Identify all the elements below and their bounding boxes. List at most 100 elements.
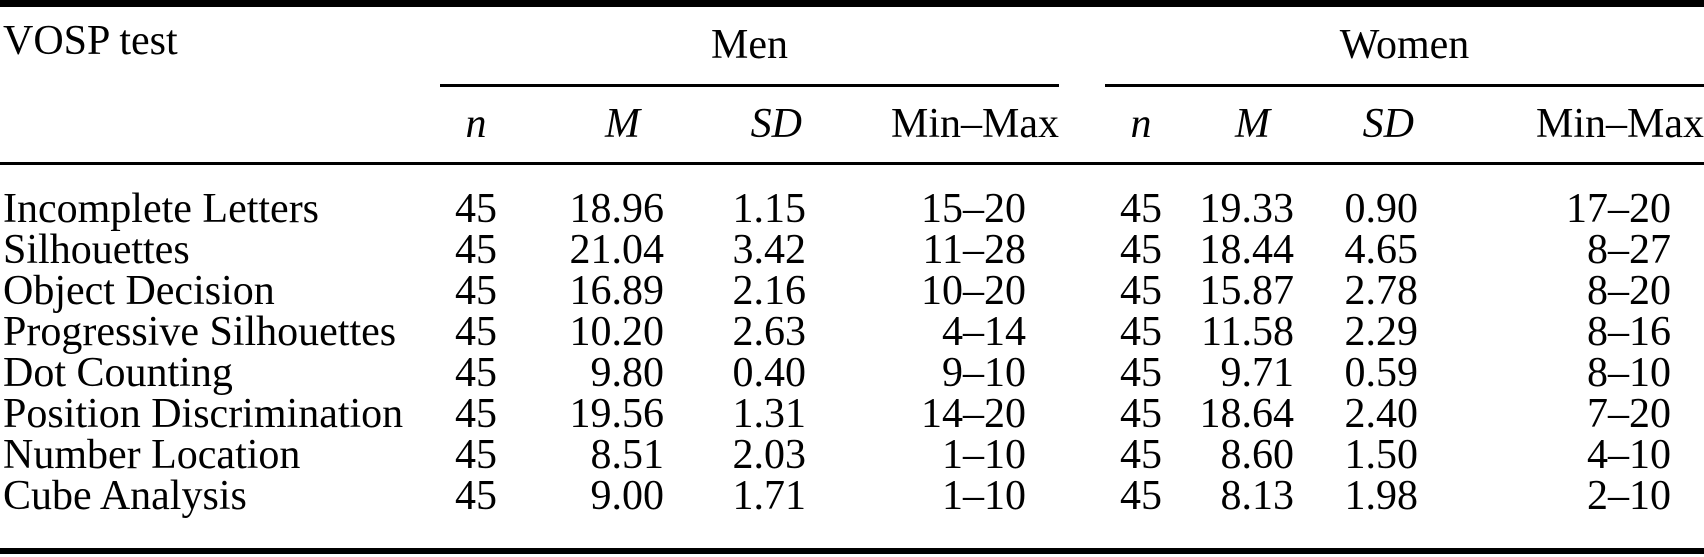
sub-header-blank <box>0 87 440 162</box>
cell-women-sd: 4.65 <box>1344 227 1419 273</box>
cell-women-minmax: 8–16 <box>1587 309 1671 355</box>
table-body: Incomplete Letters 45 18.96 1.15 15–20 45 19.3… <box>0 186 1704 519</box>
cell-test-name: Progressive Silhouettes <box>3 309 397 355</box>
cell-men-mean: 10.20 <box>569 309 665 355</box>
cell-women-mean: 8.13 <box>1220 473 1295 519</box>
cell-men-mean: 16.89 <box>569 268 665 314</box>
cell-women-n: 45 <box>1120 432 1162 478</box>
cell-men-sd: 1.71 <box>732 473 807 519</box>
cell-men-minmax: 14–20 <box>921 391 1026 437</box>
cell-men-minmax: 11–28 <box>922 227 1026 273</box>
column-gap <box>1059 394 1105 435</box>
group-header-men: Men <box>440 7 1059 87</box>
sub-header-row: n M SD Min–Max n M SD Min–Max <box>0 87 1704 165</box>
cell-men-n: 45 <box>455 227 497 273</box>
group-header-women: Women <box>1105 7 1704 87</box>
cell-men-mean: 21.04 <box>569 227 665 273</box>
cell-women-minmax: 2–10 <box>1587 473 1671 519</box>
cell-women-sd: 2.29 <box>1344 309 1419 355</box>
cell-women-minmax: 8–10 <box>1587 350 1671 396</box>
cell-women-minmax: 8–27 <box>1587 227 1671 273</box>
cell-men-sd: 2.16 <box>732 268 807 314</box>
cell-test-name: Object Decision <box>3 268 275 314</box>
column-gap <box>1059 189 1105 230</box>
header-men-n: n <box>465 101 487 147</box>
cell-test-name: Number Location <box>3 432 301 478</box>
cell-men-sd: 1.31 <box>732 391 807 437</box>
table-row: Object Decision 45 16.89 2.16 10–20 45 15.87 2.… <box>0 268 1704 314</box>
cell-men-n: 45 <box>455 391 497 437</box>
table-row: Dot Counting 45 9.80 0.40 9–10 45 9.71 0.59 8–10 <box>0 350 1704 396</box>
table-row: Incomplete Letters 45 18.96 1.15 15–20 45 19.3… <box>0 186 1704 232</box>
cell-men-minmax: 15–20 <box>921 186 1026 232</box>
cell-women-n: 45 <box>1120 227 1162 273</box>
column-gap <box>1059 353 1105 394</box>
cell-men-minmax: 10–20 <box>921 268 1026 314</box>
cell-men-minmax: 1–10 <box>942 473 1026 519</box>
cell-test-name: Dot Counting <box>3 350 233 396</box>
cell-men-n: 45 <box>455 186 497 232</box>
cell-women-mean: 18.44 <box>1199 227 1295 273</box>
cell-women-mean: 11.58 <box>1201 309 1294 355</box>
cell-men-minmax: 4–14 <box>942 309 1026 355</box>
cell-men-n: 45 <box>455 432 497 478</box>
cell-women-n: 45 <box>1120 473 1162 519</box>
cell-test-name: Position Discrimination <box>3 391 404 437</box>
cell-men-mean: 9.00 <box>590 473 665 519</box>
cell-men-n: 45 <box>455 309 497 355</box>
header-men-minmax: Min–Max <box>891 101 1059 147</box>
cell-women-n: 45 <box>1120 309 1162 355</box>
cell-women-mean: 19.33 <box>1199 186 1295 232</box>
cell-men-sd: 3.42 <box>732 227 807 273</box>
cell-women-sd: 1.98 <box>1344 473 1419 519</box>
cell-women-mean: 8.60 <box>1220 432 1295 478</box>
cell-men-sd: 2.63 <box>732 309 807 355</box>
cell-women-n: 45 <box>1120 268 1162 314</box>
column-gap <box>1059 271 1105 312</box>
header-women-mean: M <box>1235 101 1270 147</box>
column-gap <box>1059 435 1105 476</box>
cell-women-sd: 2.78 <box>1344 268 1419 314</box>
cell-men-mean: 9.80 <box>590 350 665 396</box>
cell-men-mean: 19.56 <box>569 391 665 437</box>
group-header-row: VOSP test Men Women <box>0 7 1704 87</box>
table-row: Progressive Silhouettes 45 10.20 2.63 4–14 45… <box>0 309 1704 355</box>
cell-men-minmax: 1–10 <box>942 432 1026 478</box>
cell-men-n: 45 <box>455 268 497 314</box>
cell-men-sd: 1.15 <box>732 186 807 232</box>
cell-women-sd: 0.59 <box>1344 350 1419 396</box>
header-women-n: n <box>1130 101 1152 147</box>
cell-test-name: Silhouettes <box>3 227 190 273</box>
cell-men-sd: 2.03 <box>732 432 807 478</box>
cell-men-n: 45 <box>455 350 497 396</box>
header-women-minmax: Min–Max <box>1536 101 1704 147</box>
cell-men-minmax: 9–10 <box>942 350 1026 396</box>
cell-women-mean: 18.64 <box>1199 391 1295 437</box>
corner-header-vosp-test: VOSP test <box>3 18 178 64</box>
cell-women-minmax: 17–20 <box>1566 186 1671 232</box>
column-gap <box>1059 230 1105 271</box>
cell-women-mean: 15.87 <box>1199 268 1295 314</box>
column-gap <box>1059 476 1105 517</box>
cell-women-minmax: 8–20 <box>1587 268 1671 314</box>
cell-men-mean: 8.51 <box>590 432 665 478</box>
cell-women-minmax: 4–10 <box>1587 432 1671 478</box>
cell-women-minmax: 7–20 <box>1587 391 1671 437</box>
table-row: Number Location 45 8.51 2.03 1–10 45 8.60 1.50 4… <box>0 432 1704 478</box>
cell-women-mean: 9.71 <box>1220 350 1295 396</box>
column-gap <box>1059 87 1105 162</box>
cell-test-name: Cube Analysis <box>3 473 247 519</box>
cell-women-sd: 1.50 <box>1344 432 1419 478</box>
header-men-mean: M <box>605 101 640 147</box>
cell-women-n: 45 <box>1120 350 1162 396</box>
cell-test-name: Incomplete Letters <box>3 186 320 232</box>
header-women-sd: SD <box>1362 101 1414 147</box>
cell-men-n: 45 <box>455 473 497 519</box>
bottom-rule <box>0 548 1704 554</box>
column-gap <box>1059 312 1105 353</box>
cell-women-n: 45 <box>1120 391 1162 437</box>
cell-women-n: 45 <box>1120 186 1162 232</box>
table-row: Position Discrimination 45 19.56 1.31 14–20 4… <box>0 391 1704 437</box>
cell-men-sd: 0.40 <box>732 350 807 396</box>
